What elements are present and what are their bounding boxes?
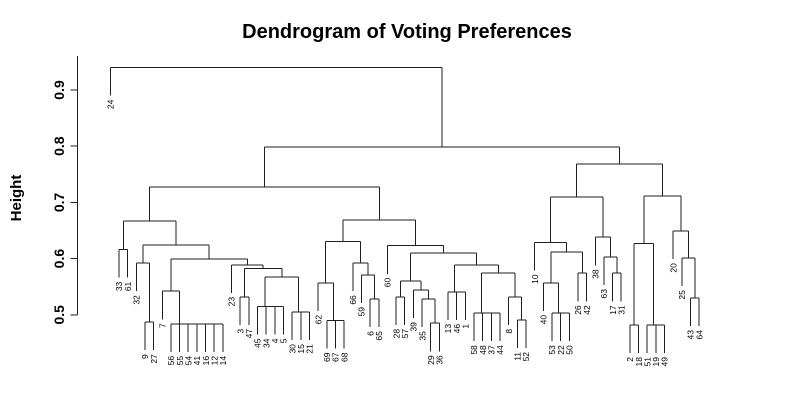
leaf-label-40: 40 <box>539 315 549 325</box>
leaf-label-61: 61 <box>123 281 133 291</box>
leaf-label-52: 52 <box>521 352 531 362</box>
leaf-label-32: 32 <box>131 295 141 305</box>
leaf-label-30: 30 <box>287 344 297 354</box>
leaf-label-6: 6 <box>365 331 375 336</box>
leaf-label-17: 17 <box>608 305 618 315</box>
y-tick-label-0.7: 0.7 <box>51 192 67 212</box>
leaf-label-16: 16 <box>201 356 211 366</box>
leaf-label-39: 39 <box>409 322 419 332</box>
leaf-label-2: 2 <box>625 357 635 362</box>
leaf-label-14: 14 <box>218 356 228 366</box>
leaf-label-37: 37 <box>487 345 497 355</box>
leaf-label-7: 7 <box>157 323 167 328</box>
leaf-label-44: 44 <box>495 345 505 355</box>
leaf-label-35: 35 <box>417 331 427 341</box>
leaf-label-56: 56 <box>166 356 176 366</box>
leaf-label-38: 38 <box>590 269 600 279</box>
leaf-label-36: 36 <box>435 355 445 365</box>
leaf-label-24: 24 <box>106 99 116 109</box>
leaf-label-8: 8 <box>504 329 514 334</box>
leaf-label-20: 20 <box>668 263 678 273</box>
leaf-label-65: 65 <box>374 331 384 341</box>
leaf-label-19: 19 <box>651 357 661 367</box>
leaf-label-10: 10 <box>530 274 540 284</box>
leaf-label-67: 67 <box>331 352 341 362</box>
leaf-label-48: 48 <box>478 345 488 355</box>
leaf-label-53: 53 <box>547 345 557 355</box>
leaf-label-60: 60 <box>383 278 393 288</box>
leaf-label-57: 57 <box>400 329 410 339</box>
leaf-label-45: 45 <box>253 338 263 348</box>
leaf-label-29: 29 <box>426 355 436 365</box>
leaf-label-33: 33 <box>114 281 124 291</box>
leaf-label-9: 9 <box>140 354 150 359</box>
y-tick-label-0.5: 0.5 <box>51 305 67 325</box>
leaf-label-3: 3 <box>235 329 245 334</box>
leaf-label-4: 4 <box>270 338 280 343</box>
leaf-label-55: 55 <box>175 356 185 366</box>
leaf-label-23: 23 <box>227 297 237 307</box>
leaf-label-50: 50 <box>564 345 574 355</box>
leaf-label-11: 11 <box>513 352 523 361</box>
chart-title: Dendrogram of Voting Preferences <box>242 21 572 43</box>
leaf-label-1: 1 <box>461 324 471 329</box>
leaf-label-59: 59 <box>357 307 367 317</box>
leaf-label-25: 25 <box>677 290 687 300</box>
dendrogram-tree: 2433613292775655544116121423347453445301… <box>106 67 704 367</box>
leaf-label-58: 58 <box>469 345 479 355</box>
y-tick-label-0.6: 0.6 <box>51 249 67 269</box>
leaf-label-18: 18 <box>634 357 644 367</box>
leaf-label-46: 46 <box>452 324 462 334</box>
leaf-label-43: 43 <box>686 330 696 340</box>
leaf-label-21: 21 <box>305 344 315 354</box>
leaf-label-13: 13 <box>443 324 453 334</box>
leaf-label-27: 27 <box>149 354 159 364</box>
leaf-label-49: 49 <box>660 357 670 367</box>
leaf-label-47: 47 <box>244 329 254 339</box>
leaf-label-66: 66 <box>348 295 358 305</box>
y-tick-label-0.9: 0.9 <box>51 80 67 100</box>
leaf-label-22: 22 <box>556 345 566 355</box>
y-axis: 0.9 0.8 0.7 0.6 0.5 <box>51 56 78 325</box>
leaf-label-51: 51 <box>642 357 652 367</box>
leaf-label-54: 54 <box>183 356 193 366</box>
leaf-label-15: 15 <box>296 344 306 354</box>
leaf-label-34: 34 <box>261 338 271 348</box>
leaf-label-69: 69 <box>322 352 332 362</box>
leaf-label-12: 12 <box>209 356 219 366</box>
y-axis-title: Height <box>8 175 25 222</box>
leaf-label-62: 62 <box>313 315 323 325</box>
leaf-label-63: 63 <box>599 289 609 299</box>
leaf-label-26: 26 <box>573 305 583 315</box>
y-tick-label-0.8: 0.8 <box>51 136 67 156</box>
leaf-label-68: 68 <box>339 352 349 362</box>
leaf-label-64: 64 <box>694 330 704 340</box>
leaf-label-28: 28 <box>391 329 401 339</box>
leaf-label-41: 41 <box>192 356 202 366</box>
leaf-label-5: 5 <box>279 338 289 343</box>
leaf-label-31: 31 <box>616 305 626 315</box>
leaf-label-42: 42 <box>582 305 592 315</box>
